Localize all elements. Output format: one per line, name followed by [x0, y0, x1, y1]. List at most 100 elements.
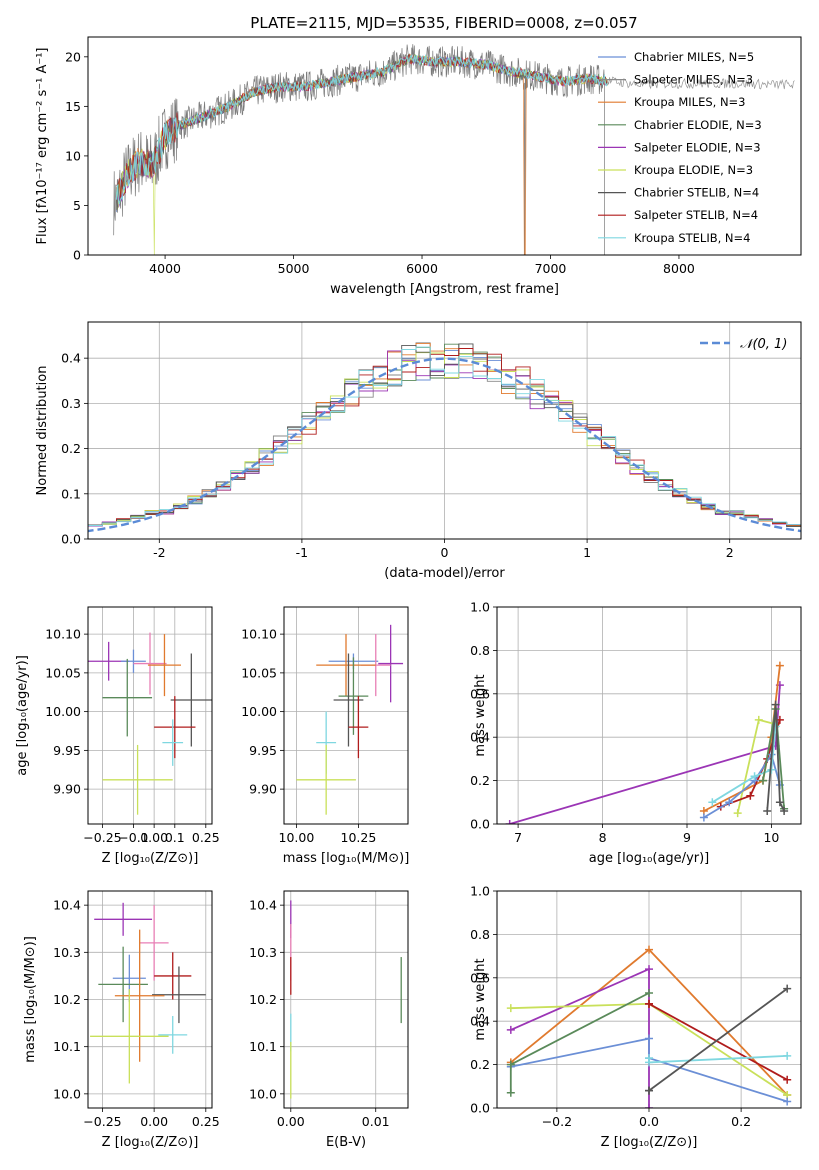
y-tick-label: 0.2 [470, 1057, 490, 1072]
y-tick-label: 0.0 [470, 1101, 490, 1116]
x-tick-label: 0.25 [192, 830, 220, 845]
errorbar-point [170, 653, 212, 747]
panel-1: -2 -1 0 1 2 0.0 0.1 0.2 0.3 0.4 (data-model)/error… [35, 321, 802, 581]
errorbar-point [152, 966, 206, 1024]
y-tick-label: 10.0 [249, 1086, 277, 1101]
legend-label: Kroupa ELODIE, N=3 [634, 163, 753, 177]
legend-label: Kroupa MILES, N=3 [634, 95, 746, 109]
weight-marker [725, 798, 734, 807]
y-axis-label: mass weight [473, 958, 488, 1040]
weight-series [510, 1037, 788, 1103]
y-tick-label: 0.3 [61, 396, 81, 411]
weight-marker [783, 1097, 792, 1106]
legend-label: Chabrier ELODIE, N=3 [634, 118, 762, 132]
y-tick-label: 0.4 [470, 730, 490, 745]
y-tick-label: 5 [73, 198, 81, 213]
weight-marker [645, 945, 653, 954]
panel-0: 4000 5000 6000 7000 8000 0 5 10 15 20 wavelength [… [35, 36, 802, 297]
y-tick-label: 15 [65, 99, 81, 114]
errorbar-point [154, 696, 196, 759]
y-tick-label: 0 [73, 248, 81, 263]
x-tick-label: 0.2 [731, 1114, 751, 1129]
errorbar-point [378, 624, 404, 703]
plot-area [88, 342, 801, 533]
plot-area [506, 945, 792, 1108]
legend-label: Salpeter STELIB, N=4 [634, 208, 758, 222]
weight-marker [506, 1004, 515, 1013]
y-tick-label: 10.3 [53, 945, 81, 960]
x-axis-label: wavelength [Angstrom, rest frame] [330, 282, 559, 297]
y-tick-label: 10 [65, 148, 81, 163]
x-tick-label: −0.25 [83, 830, 121, 845]
weight-marker [506, 1088, 515, 1097]
weight-marker [645, 1058, 653, 1067]
plot-area [88, 632, 212, 815]
plot-area [505, 661, 789, 824]
plot-area [90, 902, 206, 1084]
legend-label: Salpeter MILES, N=3 [634, 73, 753, 87]
y-tick-label: 10.4 [249, 898, 277, 913]
legend-label: 𝒩(0, 1) [740, 337, 787, 352]
errorbar-point [158, 1016, 188, 1054]
y-axis-label: Normed distribution [35, 366, 50, 496]
y-tick-label: 10.00 [241, 704, 277, 719]
x-axis-label: Z [log₁₀(Z/Z⊙)] [102, 851, 199, 866]
weight-marker [506, 1025, 515, 1034]
y-tick-label: 0.6 [470, 970, 490, 985]
y-tick-label: 10.0 [53, 1086, 81, 1101]
x-tick-label: -2 [153, 545, 165, 560]
y-tick-label: 10.1 [249, 1039, 277, 1054]
plot-area [296, 624, 404, 815]
y-tick-label: 10.05 [241, 665, 277, 680]
errorbar-point [114, 929, 165, 1062]
errorbar-point [316, 634, 376, 697]
legend-label: Chabrier MILES, N=5 [634, 50, 754, 64]
weight-marker [775, 798, 784, 807]
x-tick-label: -1 [296, 545, 308, 560]
y-tick-label: 9.95 [249, 743, 277, 758]
x-axis-label: (data-model)/error [384, 566, 505, 581]
weight-marker [750, 772, 759, 781]
x-axis-label: E(B-V) [326, 1135, 366, 1150]
y-axis-label: mass [log₁₀(M/M⊙)] [23, 936, 38, 1063]
legend-label: Chabrier STELIB, N=4 [634, 186, 759, 200]
x-tick-label: 0.25 [192, 1114, 220, 1129]
x-axis-label: Z [log₁₀(Z/Z⊙)] [601, 1135, 698, 1150]
errorbar-point [139, 905, 169, 981]
y-tick-label: 0.0 [470, 817, 490, 832]
weight-marker [775, 661, 784, 670]
errorbar-point [90, 989, 169, 1084]
x-tick-label: 10 [763, 830, 779, 845]
plot-area [290, 900, 402, 1099]
x-tick-label: −0.25 [83, 1114, 121, 1129]
histogram-series [88, 348, 801, 529]
x-tick-label: 10.00 [279, 830, 315, 845]
weight-series [766, 704, 785, 812]
errorbar-point [296, 744, 356, 815]
y-tick-label: 0.6 [470, 686, 490, 701]
weight-marker [645, 988, 653, 997]
y-axis-label: mass weight [473, 674, 488, 756]
weight-marker [506, 1060, 515, 1069]
weight-marker [645, 1086, 653, 1095]
errorbar-point [133, 632, 167, 695]
y-tick-label: 10.10 [45, 627, 81, 642]
weight-marker [754, 715, 763, 724]
x-tick-label: 0 [441, 545, 449, 560]
axes-frame [87, 606, 213, 825]
y-tick-label: 10.4 [53, 898, 81, 913]
x-tick-label: 8 [599, 830, 607, 845]
errorbar-point [94, 902, 153, 936]
model-spectrum [115, 53, 609, 205]
x-tick-label: 2 [726, 545, 734, 560]
figure-title: PLATE=2115, MJD=53535, FIBERID=0008, z=0… [250, 14, 637, 32]
y-tick-label: 0.8 [470, 927, 490, 942]
errorbar-point [154, 952, 192, 1000]
x-tick-label: 0.0 [639, 1114, 659, 1129]
x-tick-label: 4000 [149, 261, 181, 276]
errorbar-point [102, 658, 153, 737]
y-tick-label: 10.2 [53, 992, 81, 1007]
model-spectrum [115, 53, 608, 213]
y-tick-label: 9.90 [53, 782, 81, 797]
